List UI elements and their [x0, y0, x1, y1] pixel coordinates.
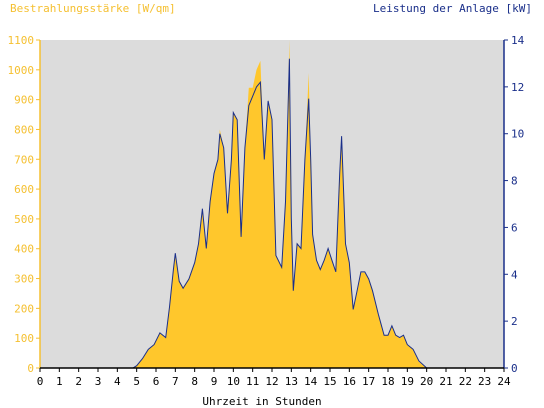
- x-tick-label: 0: [37, 375, 44, 388]
- right-tick-label: 14: [511, 34, 525, 47]
- left-tick-label: 600: [14, 183, 34, 196]
- x-tick-label: 4: [114, 375, 121, 388]
- left-tick-label: 900: [14, 94, 34, 107]
- x-tick-label: 2: [75, 375, 82, 388]
- x-tick-label: 15: [323, 375, 336, 388]
- x-tick-label: 13: [285, 375, 298, 388]
- right-axis-label: Leistung der Anlage [kW]: [373, 2, 532, 15]
- x-tick-label: 9: [211, 375, 218, 388]
- left-tick-label: 700: [14, 153, 34, 166]
- right-tick-label: 4: [511, 268, 518, 281]
- irradiance-area: [40, 40, 504, 368]
- power-line: [40, 58, 504, 369]
- left-tick-label: 800: [14, 123, 34, 136]
- axes-group: 0100200300400500600700800900100011000246…: [8, 34, 525, 388]
- left-tick-label: 200: [14, 302, 34, 315]
- left-axis-label: Bestrahlungsstärke [W/qm]: [10, 2, 176, 15]
- x-tick-label: 17: [362, 375, 375, 388]
- x-tick-label: 7: [172, 375, 179, 388]
- x-axis-label: Uhrzeit in Stunden: [202, 395, 321, 408]
- left-tick-label: 1000: [8, 64, 35, 77]
- x-tick-label: 23: [478, 375, 491, 388]
- x-tick-label: 22: [459, 375, 472, 388]
- right-tick-label: 10: [511, 128, 524, 141]
- left-tick-label: 1100: [8, 34, 35, 47]
- x-tick-label: 10: [227, 375, 240, 388]
- x-tick-label: 1: [56, 375, 63, 388]
- x-tick-label: 11: [246, 375, 259, 388]
- x-tick-label: 18: [381, 375, 394, 388]
- left-tick-label: 300: [14, 273, 34, 286]
- x-tick-label: 3: [95, 375, 102, 388]
- x-tick-label: 5: [133, 375, 140, 388]
- right-tick-label: 0: [511, 362, 518, 375]
- x-tick-label: 6: [153, 375, 160, 388]
- right-tick-label: 12: [511, 81, 524, 94]
- left-tick-label: 400: [14, 243, 34, 256]
- x-tick-label: 16: [343, 375, 356, 388]
- series-group: [40, 40, 504, 369]
- x-tick-label: 19: [401, 375, 414, 388]
- left-tick-label: 500: [14, 213, 34, 226]
- left-tick-label: 100: [14, 332, 34, 345]
- x-tick-label: 14: [304, 375, 318, 388]
- x-tick-label: 8: [191, 375, 198, 388]
- x-tick-label: 12: [265, 375, 278, 388]
- right-tick-label: 2: [511, 315, 518, 328]
- x-tick-label: 24: [497, 375, 511, 388]
- left-tick-label: 0: [27, 362, 34, 375]
- right-tick-label: 6: [511, 221, 518, 234]
- right-tick-label: 8: [511, 175, 518, 188]
- x-tick-label: 20: [420, 375, 433, 388]
- x-tick-label: 21: [439, 375, 452, 388]
